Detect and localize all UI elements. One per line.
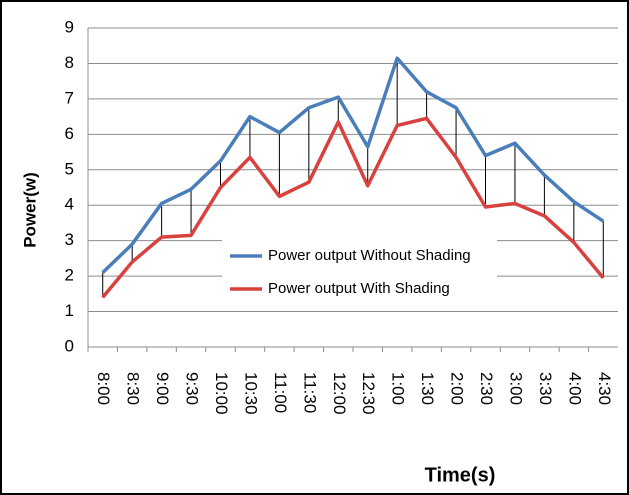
x-tick-label: 4:30 (595, 372, 614, 405)
series-line (101, 56, 605, 274)
x-tick-label: 4:00 (565, 372, 584, 405)
legend: Power output Without Shading Power output… (222, 240, 497, 306)
y-tick-label: 2 (65, 266, 74, 285)
y-tick-label: 7 (65, 88, 74, 107)
x-tick-label: 2:30 (477, 372, 496, 405)
x-tick-label: 3:30 (536, 372, 555, 405)
x-tick-label: 10:00 (212, 372, 231, 415)
x-tick-label: 11:00 (271, 372, 290, 413)
x-tick-label: 10:30 (241, 372, 260, 415)
y-tick-label: 4 (65, 195, 74, 214)
x-tick-label: 3:00 (506, 372, 525, 405)
y-tick-label: 9 (65, 17, 74, 36)
series-line (101, 116, 605, 299)
x-tick-label: 9:30 (183, 372, 202, 405)
x-tick-label: 12:00 (330, 372, 349, 415)
legend-label: Power output With Shading (268, 280, 450, 297)
y-tick-label: 3 (65, 230, 74, 249)
y-tick-label: 0 (65, 336, 74, 355)
x-tick-label: 1:30 (418, 372, 437, 405)
x-tick-label: 9:00 (153, 372, 172, 405)
x-tick-label: 11:30 (300, 372, 319, 413)
legend-label: Power output Without Shading (268, 247, 471, 264)
y-tick-label: 8 (65, 53, 74, 72)
y-tick-label: 5 (65, 159, 74, 178)
legend-box (222, 240, 497, 306)
x-tick-label: 12:30 (359, 372, 378, 415)
x-tick-label: 8:30 (124, 372, 143, 405)
x-tick-label: 2:00 (448, 372, 467, 405)
y-tick-label: 6 (65, 124, 74, 143)
x-tick-label: 1:00 (389, 372, 408, 405)
y-tick-label: 1 (65, 301, 74, 320)
x-axis-label: Time(s) (425, 464, 496, 486)
x-tick-label: 8:00 (94, 372, 113, 405)
y-axis-label: Power(w) (20, 172, 39, 248)
